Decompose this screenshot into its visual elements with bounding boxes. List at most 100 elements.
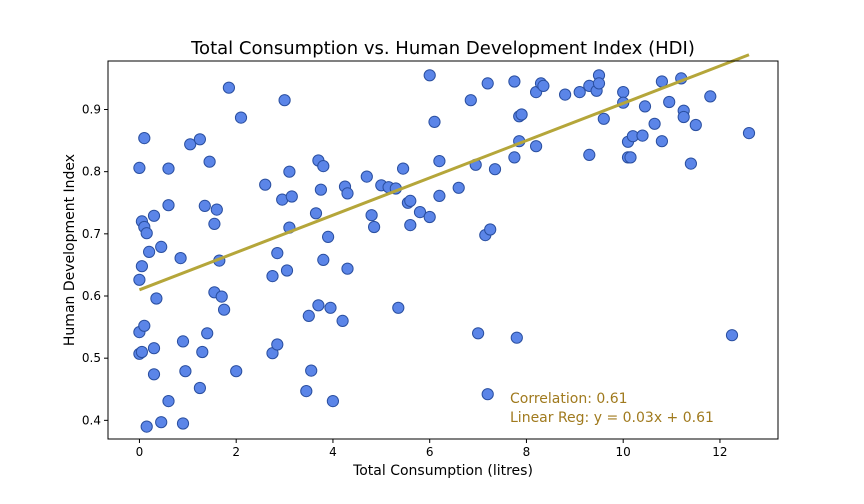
scatter-point bbox=[266, 270, 279, 283]
scatter-point bbox=[530, 140, 543, 153]
scatter-point bbox=[508, 151, 521, 164]
scatter-point bbox=[472, 327, 485, 340]
scatter-point bbox=[271, 338, 284, 351]
scatter-point bbox=[515, 108, 528, 121]
scatter-point bbox=[464, 94, 477, 107]
scatter-points bbox=[133, 69, 756, 433]
scatter-point bbox=[133, 273, 146, 286]
x-tick-label: 6 bbox=[426, 445, 434, 459]
scatter-point bbox=[742, 127, 756, 140]
scatter-point bbox=[360, 170, 373, 183]
scatter-point bbox=[162, 199, 175, 212]
scatter-point bbox=[317, 160, 330, 173]
scatter-point bbox=[508, 75, 521, 88]
scatter-point bbox=[452, 181, 465, 194]
scatter-point bbox=[663, 95, 676, 109]
scatter-point bbox=[617, 86, 630, 99]
scatter-point bbox=[222, 81, 235, 94]
scatter-point bbox=[162, 162, 175, 175]
chart-title: Total Consumption vs. Human Development … bbox=[190, 38, 695, 59]
scatter-point bbox=[597, 112, 610, 125]
scatter-point bbox=[147, 342, 161, 355]
scatter-point bbox=[305, 364, 318, 377]
scatter-point bbox=[404, 219, 417, 232]
scatter-point bbox=[341, 187, 354, 200]
scatter-point bbox=[423, 210, 436, 224]
x-tick-label: 10 bbox=[616, 445, 631, 459]
scatter-point bbox=[230, 365, 243, 378]
linear-regression-annotation: Linear Reg: y = 0.03x + 0.61 bbox=[510, 410, 714, 426]
y-tick-label: 0.5 bbox=[82, 351, 101, 365]
scatter-point bbox=[280, 264, 294, 277]
scatter-point bbox=[210, 203, 223, 216]
plot-frame bbox=[107, 60, 779, 440]
scatter-point bbox=[684, 157, 698, 170]
scatter-point bbox=[138, 319, 151, 332]
scatter-point bbox=[193, 133, 206, 146]
scatter-point bbox=[484, 223, 497, 236]
correlation-annotation: Correlation: 0.61 bbox=[510, 391, 628, 407]
scatter-point bbox=[147, 209, 161, 222]
x-tick-label: 0 bbox=[136, 445, 144, 459]
scatter-point bbox=[174, 252, 187, 265]
x-tick-label: 12 bbox=[712, 445, 727, 459]
scatter-point bbox=[283, 165, 296, 178]
scatter-point bbox=[636, 129, 649, 142]
scatter-point bbox=[259, 178, 272, 191]
scatter-point bbox=[215, 290, 228, 303]
scatter-point bbox=[481, 77, 494, 90]
x-tick-label: 2 bbox=[232, 445, 240, 459]
scatter-point bbox=[573, 86, 586, 99]
y-tick-label: 0.9 bbox=[82, 102, 101, 116]
scatter-point bbox=[648, 117, 661, 130]
scatter-point bbox=[302, 309, 315, 322]
x-tick-label: 4 bbox=[329, 445, 337, 459]
scatter-point bbox=[179, 365, 192, 378]
scatter-point bbox=[193, 381, 206, 395]
y-tick-label: 0.7 bbox=[82, 227, 101, 241]
scatter-point bbox=[140, 420, 153, 433]
x-axis-ticks: 0 2 4 6 8 10 12 bbox=[136, 439, 728, 459]
scatter-point bbox=[135, 260, 148, 273]
scatter-point bbox=[140, 227, 153, 240]
scatter-point bbox=[510, 331, 523, 344]
scatter-point bbox=[368, 220, 381, 234]
scatter-point bbox=[326, 395, 339, 408]
scatter-point bbox=[655, 135, 669, 148]
scatter-point bbox=[336, 314, 349, 327]
scatter-point bbox=[537, 79, 550, 93]
scatter-point bbox=[143, 245, 156, 258]
scatter-point bbox=[341, 262, 354, 275]
scatter-point bbox=[138, 132, 151, 145]
scatter-point bbox=[559, 88, 572, 101]
scatter-point bbox=[184, 138, 197, 151]
y-tick-label: 0.8 bbox=[82, 165, 101, 179]
scatter-point bbox=[392, 301, 405, 314]
scatter-point bbox=[433, 155, 446, 168]
scatter-point bbox=[285, 190, 298, 203]
scatter-point bbox=[309, 207, 323, 220]
scatter-point bbox=[397, 162, 410, 175]
scatter-point bbox=[203, 155, 216, 168]
scatter-point bbox=[365, 209, 378, 222]
scatter-point bbox=[638, 100, 652, 113]
scatter-point bbox=[428, 115, 441, 129]
scatter-point bbox=[155, 416, 168, 429]
scatter-point bbox=[481, 388, 494, 401]
scatter-point bbox=[324, 301, 337, 314]
scatter-point bbox=[155, 240, 168, 253]
scatter-point bbox=[677, 110, 690, 124]
scatter-point bbox=[423, 69, 436, 82]
scatter-point bbox=[271, 247, 284, 260]
scatter-point bbox=[314, 183, 327, 196]
scatter-point bbox=[689, 118, 702, 132]
scatter-point bbox=[300, 385, 313, 398]
scatter-point bbox=[488, 163, 502, 176]
regression-line bbox=[138, 53, 750, 292]
x-tick-label: 8 bbox=[523, 445, 531, 459]
scatter-point bbox=[147, 368, 161, 381]
scatter-point bbox=[704, 90, 717, 103]
scatter-point bbox=[234, 111, 248, 124]
regression-line-group bbox=[138, 53, 750, 292]
